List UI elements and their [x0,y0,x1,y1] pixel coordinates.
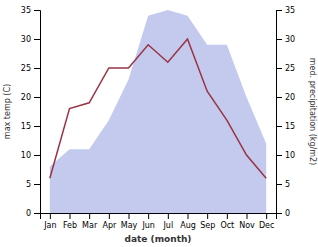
x-tick: Sep [200,213,215,230]
y-tick: 20 [21,93,40,102]
y-tick-mark [34,97,40,98]
y2-tick-label: 20 [285,93,295,102]
y2-tick-mark [276,39,282,40]
y-tick-label: 20 [21,93,31,102]
x-tick-label: Mar [82,221,98,230]
y-tick-mark [34,10,40,11]
x-tick-mark [109,213,110,219]
y2-tick-label: 5 [285,180,290,189]
y-tick-label: 15 [21,122,31,131]
x-tick: Apr [102,213,117,230]
x-tick-mark [148,213,149,219]
y-tick-mark [34,126,40,127]
x-tick: Nov [239,213,255,230]
x-tick: Feb [63,213,77,230]
line [50,39,266,178]
y2-tick-label: 30 [285,35,295,44]
x-tick: Aug [180,213,196,230]
x-tick-mark [89,213,90,219]
y-axis: 0 5 10 15 20 25 30 35 [21,6,41,218]
y-tick: 10 [21,151,40,160]
y-tick-mark [34,155,40,156]
x-tick-label: Nov [239,221,255,230]
y-tick: 0 [26,209,40,218]
y-tick: 35 [21,6,40,15]
x-tick-label: Jun [141,221,155,230]
x-tick-mark [50,213,51,219]
y-tick: 5 [26,180,40,189]
x-tick-label: Oct [220,221,234,230]
x-tick-label: Aug [180,221,196,230]
y-tick-label: 10 [21,151,31,160]
x-tick: Jun [141,213,155,230]
x-tick-mark [70,213,71,219]
y-tick: 15 [21,122,40,131]
y2-tick-mark [276,155,282,156]
x-tick-mark [207,213,208,219]
y-tick-label: 0 [26,209,31,218]
y2-tick-mark [276,126,282,127]
y2-tick-label: 35 [285,6,295,15]
axis-line [277,11,283,214]
y2-tick: 25 [276,64,295,73]
x-tick-label: Jan [43,221,56,230]
chart: Jan Feb Mar Apr MayJun Jul Aug Sep Oct Nov Dec 0 5 10… [0,0,318,247]
x-tick-label: May [121,221,138,230]
y2-tick-label: 0 [285,209,290,218]
y-tick-mark [34,213,40,214]
y2-axis: 0 5 10 15 20 25 30 35 [276,6,295,218]
area [50,10,266,213]
x-tick-label: Feb [63,221,77,230]
y2-tick-label: 10 [285,151,295,160]
y2-tick: 15 [276,122,295,131]
y2-tick-mark [276,97,282,98]
y2-tick-mark [276,184,282,185]
x-tick-mark [227,213,228,219]
y2-tick: 5 [276,180,290,189]
y-tick-mark [34,184,40,185]
y-axis-title: max temp (C) [3,84,12,139]
y2-tick-label: 25 [285,64,295,73]
x-axis: Jan Feb Mar Apr MayJun Jul Aug Sep Oct Nov Dec [41,213,277,230]
y-tick-mark [34,68,40,69]
x-tick-label: Apr [102,221,117,230]
x-tick-mark [129,213,130,219]
x-tick: Jan [43,213,56,230]
y-tick-label: 25 [21,64,31,73]
x-tick: Mar [82,213,98,230]
y2-tick-mark [276,10,282,11]
plot: Jan Feb Mar Apr MayJun Jul Aug Sep Oct Nov Dec 0 5 10… [21,6,295,230]
y-tick-label: 30 [21,35,31,44]
y2-tick-mark [276,68,282,69]
y2-tick-mark [276,213,282,214]
y2-tick: 0 [276,209,290,218]
y-tick-label: 5 [26,180,31,189]
axis-line [41,214,277,220]
x-axis-title: date (month) [125,234,192,244]
x-tick-label: Jul [163,221,174,230]
y2-tick: 20 [276,93,295,102]
x-tick-mark [266,213,267,219]
y-tick-mark [34,39,40,40]
y-tick: 30 [21,35,40,44]
y2-tick: 10 [276,151,295,160]
x-tick: May [121,213,138,230]
axis-line [34,11,41,214]
x-tick-mark [188,213,189,219]
y-tick: 25 [21,64,40,73]
y2-tick-label: 15 [285,122,295,131]
x-tick-mark [247,213,248,219]
x-tick: Jul [163,213,174,230]
y2-tick: 30 [276,35,295,44]
x-tick: Dec [259,213,274,230]
x-tick: Oct [220,213,234,230]
y2-axis-title: med. precipitation (kg/m2) [308,58,317,165]
y2-tick: 35 [276,6,295,15]
x-tick-label: Dec [259,221,274,230]
marks [50,10,266,213]
x-tick-mark [168,213,169,219]
x-tick-label: Sep [200,221,215,230]
y-tick-label: 35 [21,6,31,15]
